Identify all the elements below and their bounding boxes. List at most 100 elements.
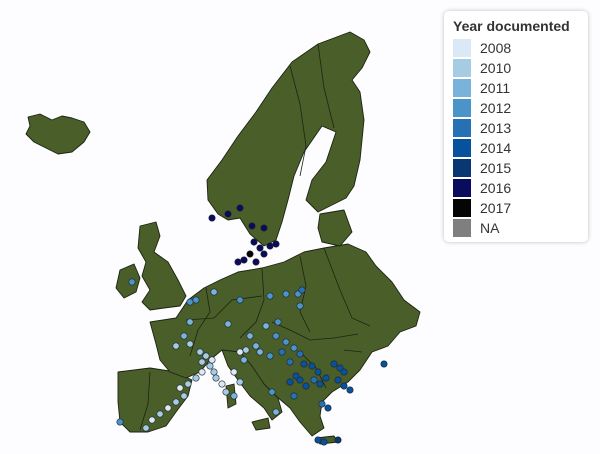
map-point[interactable] — [210, 368, 218, 376]
map-point[interactable] — [322, 374, 330, 382]
map-point[interactable] — [172, 398, 180, 406]
map-point[interactable] — [164, 404, 172, 412]
map-point[interactable] — [210, 288, 218, 296]
ireland — [115, 263, 141, 299]
map-point[interactable] — [186, 318, 194, 326]
map-point[interactable] — [290, 344, 298, 352]
map-point[interactable] — [252, 342, 260, 350]
map-point[interactable] — [282, 290, 290, 298]
map-point[interactable] — [272, 408, 280, 416]
iberia — [117, 367, 193, 433]
map-point[interactable] — [298, 286, 306, 294]
map-point[interactable] — [380, 360, 388, 368]
map-point[interactable] — [128, 278, 136, 286]
map-point[interactable] — [196, 348, 204, 356]
map-point[interactable] — [192, 296, 200, 304]
map-point[interactable] — [234, 258, 242, 266]
map-point[interactable] — [224, 320, 232, 328]
map-point[interactable] — [330, 360, 338, 368]
map-point[interactable] — [340, 368, 348, 376]
map-point[interactable] — [296, 350, 304, 358]
map-point[interactable] — [334, 376, 342, 384]
map-point[interactable] — [282, 338, 290, 346]
map-point[interactable] — [142, 424, 150, 432]
map-point[interactable] — [302, 382, 310, 390]
map-point[interactable] — [266, 292, 274, 300]
map-point[interactable] — [296, 376, 304, 384]
map-point[interactable] — [246, 250, 254, 258]
map-point[interactable] — [320, 438, 328, 446]
map-point[interactable] — [206, 362, 214, 370]
map-point[interactable] — [286, 378, 294, 386]
map-point[interactable] — [296, 302, 304, 310]
map-point[interactable] — [236, 378, 244, 386]
map-point[interactable] — [308, 362, 316, 370]
map-point[interactable] — [266, 352, 274, 360]
map-point[interactable] — [256, 244, 264, 252]
map-point[interactable] — [156, 410, 164, 418]
map-point[interactable] — [186, 298, 194, 306]
map-point[interactable] — [286, 358, 294, 366]
map-point[interactable] — [272, 332, 280, 340]
legend-label: 2017 — [480, 200, 512, 216]
map-point[interactable] — [148, 416, 156, 424]
map-point[interactable] — [236, 204, 244, 212]
map-point[interactable] — [224, 210, 232, 218]
map-point[interactable] — [340, 382, 348, 390]
map-point[interactable] — [212, 374, 220, 382]
map-point[interactable] — [274, 318, 282, 326]
map-point[interactable] — [222, 388, 230, 396]
legend-items: 2008 2010 2011 2012 2013 2014 2015 2016 2017 NA — [453, 38, 588, 238]
legend-swatch — [453, 99, 471, 117]
map-point[interactable] — [318, 400, 326, 408]
map-point[interactable] — [208, 214, 216, 222]
map-point[interactable] — [240, 356, 248, 364]
map-point[interactable] — [242, 346, 250, 354]
map-point[interactable] — [324, 404, 332, 412]
map-point[interactable] — [268, 388, 276, 396]
map-point[interactable] — [180, 392, 188, 400]
map-point[interactable] — [272, 240, 280, 248]
map-point[interactable] — [218, 380, 226, 388]
map-point[interactable] — [246, 332, 254, 340]
map-point[interactable] — [266, 242, 274, 250]
map-point[interactable] — [172, 342, 180, 350]
map-point[interactable] — [186, 340, 194, 348]
map-point[interactable] — [192, 374, 200, 382]
map-point[interactable] — [314, 436, 322, 444]
map-point[interactable] — [260, 224, 268, 232]
documentation-points — [116, 204, 388, 446]
map-point[interactable] — [278, 348, 286, 356]
map-point[interactable] — [230, 368, 238, 376]
great-britain — [137, 221, 187, 311]
map-point[interactable] — [248, 222, 256, 230]
map-point[interactable] — [256, 348, 264, 356]
map-point[interactable] — [300, 360, 308, 368]
map-point[interactable] — [260, 250, 268, 258]
map-point[interactable] — [316, 380, 324, 388]
map-point[interactable] — [262, 322, 270, 330]
map-point[interactable] — [236, 348, 244, 356]
map-point[interactable] — [346, 386, 354, 394]
map-point[interactable] — [202, 352, 210, 360]
map-point[interactable] — [334, 436, 342, 444]
map-point[interactable] — [310, 376, 318, 384]
map-point[interactable] — [250, 238, 258, 246]
legend-label: 2014 — [480, 140, 512, 156]
map-point[interactable] — [252, 258, 260, 266]
map-point[interactable] — [314, 368, 322, 376]
map-point[interactable] — [240, 256, 248, 264]
map-point[interactable] — [208, 356, 216, 364]
map-point[interactable] — [180, 332, 188, 340]
map-point[interactable] — [116, 418, 124, 426]
legend-label: 2016 — [480, 180, 512, 196]
map-point[interactable] — [176, 384, 184, 392]
map-point[interactable] — [184, 380, 192, 388]
map-point[interactable] — [198, 358, 206, 366]
map-point[interactable] — [290, 392, 298, 400]
map-point[interactable] — [198, 368, 206, 376]
legend-swatch — [453, 119, 471, 137]
map-point[interactable] — [230, 392, 238, 400]
legend-swatch — [453, 179, 471, 197]
map-point[interactable] — [236, 296, 244, 304]
